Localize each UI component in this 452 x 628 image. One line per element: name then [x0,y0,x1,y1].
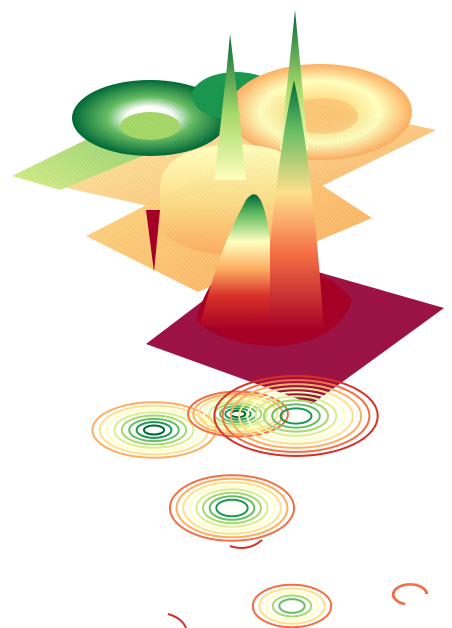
contour-line [215,498,249,518]
contour-line [238,387,354,445]
contour-line [229,409,247,419]
contour-line [246,391,346,441]
contour-cluster [213,375,379,457]
contour-line [254,395,338,437]
contour-layer [91,375,429,628]
contour-line [229,539,263,549]
contour-line [167,613,187,628]
contour-line [271,403,321,429]
contour-line [195,488,269,528]
contour-cluster [168,474,296,542]
contour-cluster [251,583,333,628]
contour-cluster [391,583,429,606]
contour-line [175,477,289,539]
contour-line [224,407,252,421]
surface-spikes [200,10,324,330]
contour-line [187,390,289,438]
contour-line [271,594,313,618]
contour-line [208,495,256,521]
contour-line [128,417,180,443]
contour-line [229,383,363,449]
contour-line [251,583,333,628]
contour-line [91,401,217,459]
contour-line [120,414,188,446]
contour-line [265,590,319,622]
spike-red [262,80,324,330]
contour-line [182,481,282,535]
contour-line [142,424,166,436]
contour-line [188,484,276,532]
contour-line [258,587,326,625]
middle-well [146,210,160,272]
contour-line [113,411,195,449]
contour-cluster [91,401,217,459]
contour-line [262,399,330,433]
spike-left [214,34,246,180]
spike-big-peak [200,194,270,330]
contour-line [213,375,379,457]
contour-line [135,421,173,439]
contour-line [392,583,428,605]
contour-line [202,491,262,525]
contour-line [221,379,371,453]
contour-line [279,407,313,425]
contour-line [168,474,296,542]
contour-line [278,598,306,614]
